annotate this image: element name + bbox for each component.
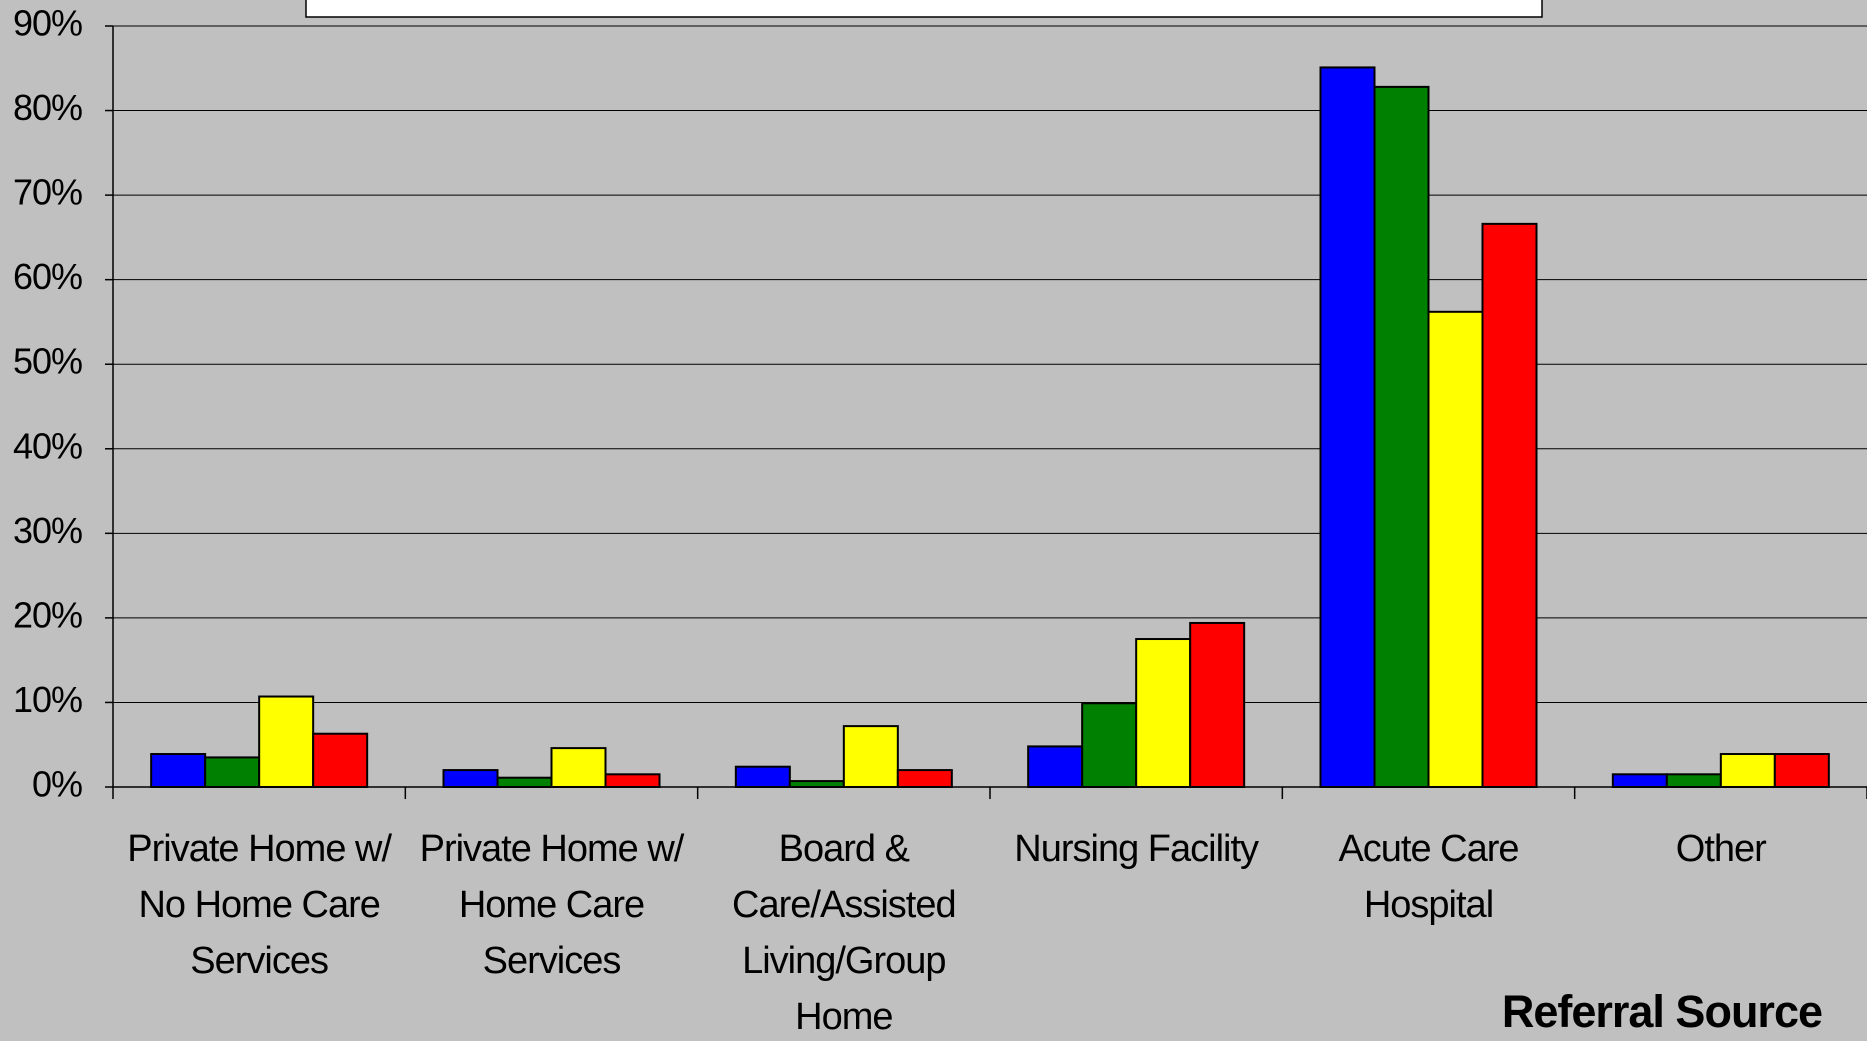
bar [496,776,553,789]
bar [1189,621,1246,788]
x-tick-label: Other [1675,828,1767,870]
y-tick-label: 50% [13,341,82,382]
y-tick-label: 60% [13,256,82,297]
bar [1427,310,1484,788]
x-axis-label: Referral Source [1501,986,1823,1037]
y-tick-label: 20% [13,594,82,635]
bar [550,747,607,788]
bar [1027,745,1084,788]
bar [1319,66,1376,788]
x-tick-label: Private Home w/ No Home Care Services [127,828,392,982]
bar [1611,773,1668,788]
bar [842,725,899,788]
x-tick-label: Board & Care/Assisted Living/Group Home [732,828,957,1038]
bar [312,732,369,788]
bar [1373,85,1430,788]
y-tick-label: 10% [13,679,82,720]
bar [204,756,261,789]
bar [150,753,207,788]
x-tick-label: Nursing Facility [1014,828,1259,870]
bar [1665,773,1722,788]
bar [788,780,845,789]
bar [1719,753,1776,788]
x-tick-label: Private Home w/ Home Care Services [419,828,685,982]
bar [258,695,315,789]
y-tick-label: 30% [13,510,82,551]
bar [604,773,661,788]
bar [1081,702,1138,788]
bar [1135,638,1192,788]
bar [1773,753,1830,788]
y-tick-label: 80% [13,87,82,128]
bar [734,765,791,788]
legend-box [305,0,1543,18]
y-tick-label: 90% [13,3,82,44]
y-tick-label: 70% [13,172,82,213]
bar [442,769,499,788]
y-tick-label: 0% [32,764,82,805]
x-tick-label: Acute Care Hospital [1338,828,1519,926]
bar [1481,222,1538,789]
y-tick-label: 40% [13,425,82,466]
bar [896,769,953,788]
